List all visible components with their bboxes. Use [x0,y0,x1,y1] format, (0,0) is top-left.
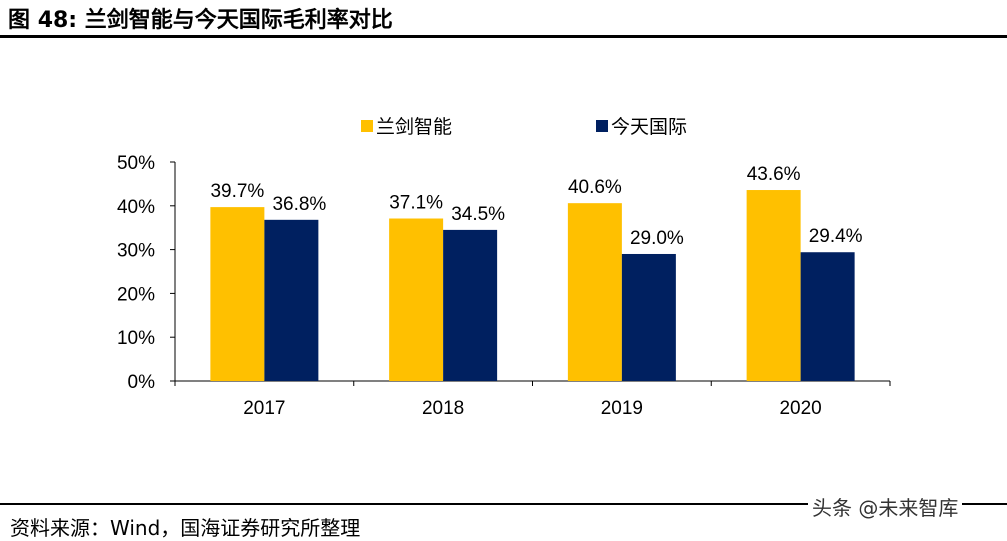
source-note: 资料来源：Wind，国海证券研究所整理 [10,516,361,540]
x-tick-label: 2019 [601,398,643,419]
legend-label: 兰剑智能 [376,116,452,138]
x-tick-label: 2020 [779,398,821,419]
y-tick-label: 30% [117,241,155,262]
legend-label: 今天国际 [611,116,687,138]
x-tick-label: 2017 [243,398,285,419]
figure-number: 48: [37,8,78,33]
bar-兰剑智能-2018 [389,218,444,381]
y-tick-label: 40% [117,197,155,218]
figure-prefix: 图 [8,8,31,33]
footer-divider [0,503,1007,505]
legend-swatch [596,120,608,132]
bar-兰剑智能-2019 [567,203,622,381]
title-divider [0,35,1007,38]
bar-兰剑智能-2020 [746,190,801,381]
data-label: 37.1% [389,193,443,214]
y-tick-label: 50% [117,153,155,174]
bar-今天国际-2019 [621,253,676,381]
data-label: 39.7% [210,181,264,202]
bar-今天国际-2018 [443,229,498,381]
watermark: 头条 @未来智库 [808,492,963,521]
data-label: 29.4% [809,226,863,247]
bar-今天国际-2017 [264,219,319,381]
data-label: 43.6% [747,164,801,185]
x-tick-label: 2018 [422,398,464,419]
legend-swatch [361,120,373,132]
bar-今天国际-2020 [800,252,855,381]
y-tick-label: 20% [117,284,155,305]
figure-title: 图 48: 兰剑智能与今天国际毛利率对比 [8,2,393,34]
data-label: 34.5% [451,204,505,225]
figure-title-text: 兰剑智能与今天国际毛利率对比 [84,8,393,33]
axes: 0% 10% 20% 30% 40% 50% 2017 2018 2019 2020 [117,153,891,419]
bar-兰剑智能-2017 [210,207,265,381]
data-label: 36.8% [272,194,326,215]
y-tick-label: 10% [117,328,155,349]
data-label: 40.6% [568,177,622,198]
y-tick-label: 0% [128,372,156,393]
bars: 39.7% 36.8% 37.1% 34.5% 40.6% 29.0% 43.6% 29.4% [210,164,863,381]
data-label: 29.0% [630,228,684,249]
legend: 兰剑智能 今天国际 [361,116,687,138]
